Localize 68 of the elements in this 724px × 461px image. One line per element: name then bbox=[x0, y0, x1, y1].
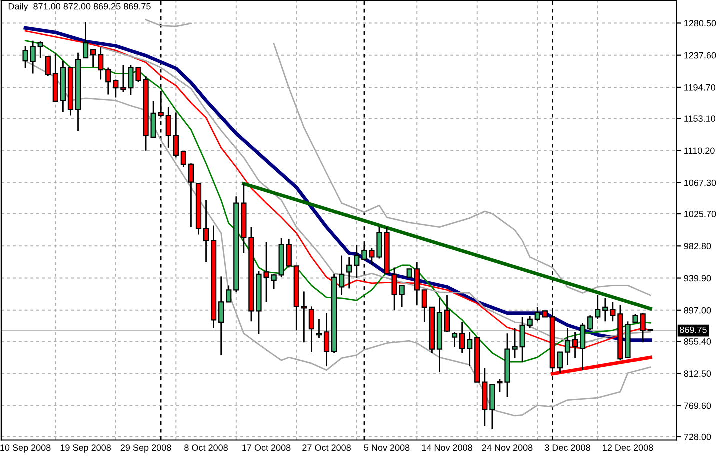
x-tick-label: 14 Nov 2008 bbox=[422, 444, 472, 452]
x-tick-label: 12 Dec 2008 bbox=[603, 444, 654, 452]
candlestick bbox=[203, 200, 210, 264]
ref-line-label: 869.75 bbox=[680, 326, 707, 334]
y-tick-label: 1237.60 bbox=[684, 52, 716, 59]
candlestick bbox=[564, 328, 571, 366]
y-tick-label: 1025.70 bbox=[684, 211, 716, 218]
candlestick bbox=[316, 318, 322, 339]
candlestick bbox=[286, 238, 292, 268]
candlestick bbox=[173, 112, 179, 158]
candlestick bbox=[527, 316, 533, 330]
candlestick bbox=[467, 331, 473, 368]
candlestick bbox=[452, 331, 458, 348]
x-tick-label: 10 Sep 2008 bbox=[0, 444, 51, 453]
y-tick-label: 1067.30 bbox=[684, 180, 716, 186]
candlestick bbox=[346, 256, 352, 290]
candlestick bbox=[106, 67, 112, 96]
candlestick bbox=[610, 301, 616, 322]
candlestick bbox=[602, 298, 608, 322]
y-tick-label: 812.50 bbox=[684, 370, 712, 378]
candlestick bbox=[399, 285, 405, 308]
candlestick bbox=[98, 46, 104, 80]
candlestick bbox=[557, 352, 564, 374]
y-tick-label: 1194.70 bbox=[684, 84, 716, 91]
x-tick-label: 8 Oct 2008 bbox=[184, 444, 228, 452]
candlestick bbox=[301, 290, 307, 344]
candlestick bbox=[588, 314, 594, 332]
y-tick-label: 1280.50 bbox=[684, 20, 716, 27]
y-tick-label: 982.80 bbox=[684, 243, 712, 250]
candlestick bbox=[595, 294, 601, 320]
candlestick bbox=[534, 306, 540, 322]
x-tick-label: 5 Nov 2008 bbox=[364, 444, 410, 452]
candlestick bbox=[339, 255, 345, 296]
candlestick bbox=[30, 40, 36, 74]
y-tick-label: 897.00 bbox=[684, 307, 712, 314]
chart-title: Daily 871.00 872.00 869.25 869.75 bbox=[8, 3, 151, 12]
candlestick bbox=[414, 262, 420, 306]
y-tick-label: 728.00 bbox=[684, 434, 712, 440]
candlestick bbox=[22, 45, 28, 70]
x-tick-label: 24 Nov 2008 bbox=[482, 444, 533, 452]
x-tick-label: 29 Sep 2008 bbox=[120, 444, 172, 453]
candlestick bbox=[38, 40, 44, 59]
candlestick bbox=[226, 285, 232, 303]
candlestick bbox=[444, 294, 450, 333]
candlestick bbox=[460, 322, 466, 354]
candlestick bbox=[308, 306, 315, 354]
y-tick-label: 769.60 bbox=[684, 402, 712, 410]
y-tick-label: 1153.10 bbox=[684, 116, 716, 122]
candlestick bbox=[324, 312, 330, 368]
candlestick bbox=[113, 79, 119, 98]
x-tick-label: 3 Dec 2008 bbox=[545, 444, 590, 452]
y-tick-label: 939.90 bbox=[684, 275, 712, 282]
candlestick bbox=[166, 106, 172, 149]
candlestick bbox=[45, 56, 51, 77]
candlestick bbox=[180, 150, 186, 168]
x-tick-label: 17 Oct 2008 bbox=[242, 444, 291, 452]
y-tick-label: 1110.20 bbox=[684, 148, 715, 154]
candlestick bbox=[82, 21, 89, 59]
candlestick bbox=[354, 244, 360, 279]
x-tick-label: 27 Oct 2008 bbox=[302, 444, 351, 452]
y-tick-label: 855.40 bbox=[684, 338, 712, 345]
candlestick bbox=[580, 322, 586, 372]
candlestick bbox=[218, 276, 224, 356]
candlestick bbox=[150, 100, 156, 138]
x-tick-label: 19 Sep 2008 bbox=[60, 444, 111, 453]
candlestick bbox=[422, 289, 428, 324]
candlestick bbox=[188, 162, 194, 228]
candlestick bbox=[90, 49, 96, 68]
